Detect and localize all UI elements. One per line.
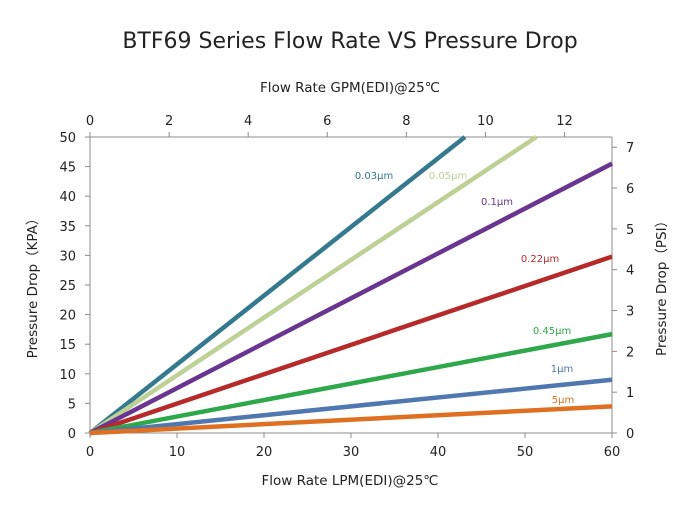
x2-tick-label: 10 — [477, 114, 494, 129]
x2-tick-label: 2 — [165, 114, 173, 129]
series-line-5 — [89, 377, 613, 436]
x2-tick-label: 4 — [244, 114, 252, 129]
x-tick-label: 0 — [86, 445, 94, 460]
y-tick-label: 20 — [59, 309, 76, 324]
x-tick-label: 40 — [430, 445, 447, 460]
series-labels: 0.03μm 0.05μm 0.1μm 0.22μm 0.45μm 1μm 5μm — [355, 171, 574, 406]
y-tick-label: 30 — [59, 249, 76, 264]
x-tick-label: 30 — [343, 445, 360, 460]
series-label-0: 0.03μm — [355, 171, 393, 182]
series-line-2 — [88, 161, 614, 435]
y2-tick-label: 1 — [626, 386, 634, 401]
y-tick-label: 10 — [59, 368, 76, 383]
x2-tick-label: 0 — [86, 114, 94, 129]
y-tick-label: 15 — [59, 338, 76, 353]
axes: 0 10 20 30 40 50 600 2 4 6 8 10 12051015202530354045… — [59, 114, 634, 460]
series-label-5: 1μm — [551, 364, 573, 375]
series-label-4: 0.45μm — [533, 326, 571, 337]
y2-tick-label: 6 — [626, 182, 634, 197]
series-label-1: 0.05μm — [429, 171, 467, 182]
y-tick-label: 35 — [59, 220, 76, 235]
x2-tick-label: 12 — [556, 114, 573, 129]
series-line-0 — [88, 135, 467, 435]
y2-tick-label: 7 — [626, 141, 634, 156]
series-label-3: 0.22μm — [521, 254, 559, 265]
x-tick-label: 10 — [169, 445, 186, 460]
y2-tick-label: 4 — [626, 264, 634, 279]
x2-tick-label: 8 — [402, 114, 410, 129]
top-axis-label: Flow Rate GPM(EDI)@25℃ — [260, 80, 440, 96]
y-tick-label: 40 — [59, 190, 76, 205]
y-tick-label: 50 — [59, 131, 76, 146]
series-line-3 — [89, 254, 613, 436]
series-label-2: 0.1μm — [481, 197, 513, 208]
chart-title: BTF69 Series Flow Rate VS Pressure Drop — [122, 29, 577, 54]
x2-tick-label: 6 — [323, 114, 331, 129]
series-lines — [88, 135, 614, 436]
y-tick-label: 0 — [68, 427, 76, 442]
y2-tick-label: 2 — [626, 345, 634, 360]
x-tick-label: 50 — [517, 445, 534, 460]
left-axis-label: Pressure Drop（KPA） — [25, 212, 41, 359]
x-tick-label: 20 — [256, 445, 273, 460]
x-tick-label: 60 — [604, 445, 621, 460]
y-tick-label: 45 — [59, 161, 76, 176]
y2-tick-label: 5 — [626, 223, 634, 238]
y-tick-label: 5 — [68, 397, 76, 412]
y2-tick-label: 0 — [626, 427, 634, 442]
series-label-6: 5μm — [552, 395, 574, 406]
series-line-1 — [88, 135, 538, 435]
y-tick-label: 25 — [59, 279, 76, 294]
series-line-4 — [89, 331, 613, 436]
series-line-6 — [89, 404, 613, 436]
bottom-axis-label: Flow Rate LPM(EDI)@25℃ — [262, 473, 439, 489]
y2-tick-label: 3 — [626, 305, 634, 320]
right-axis-label: Pressure Drop（PSI） — [654, 214, 670, 356]
